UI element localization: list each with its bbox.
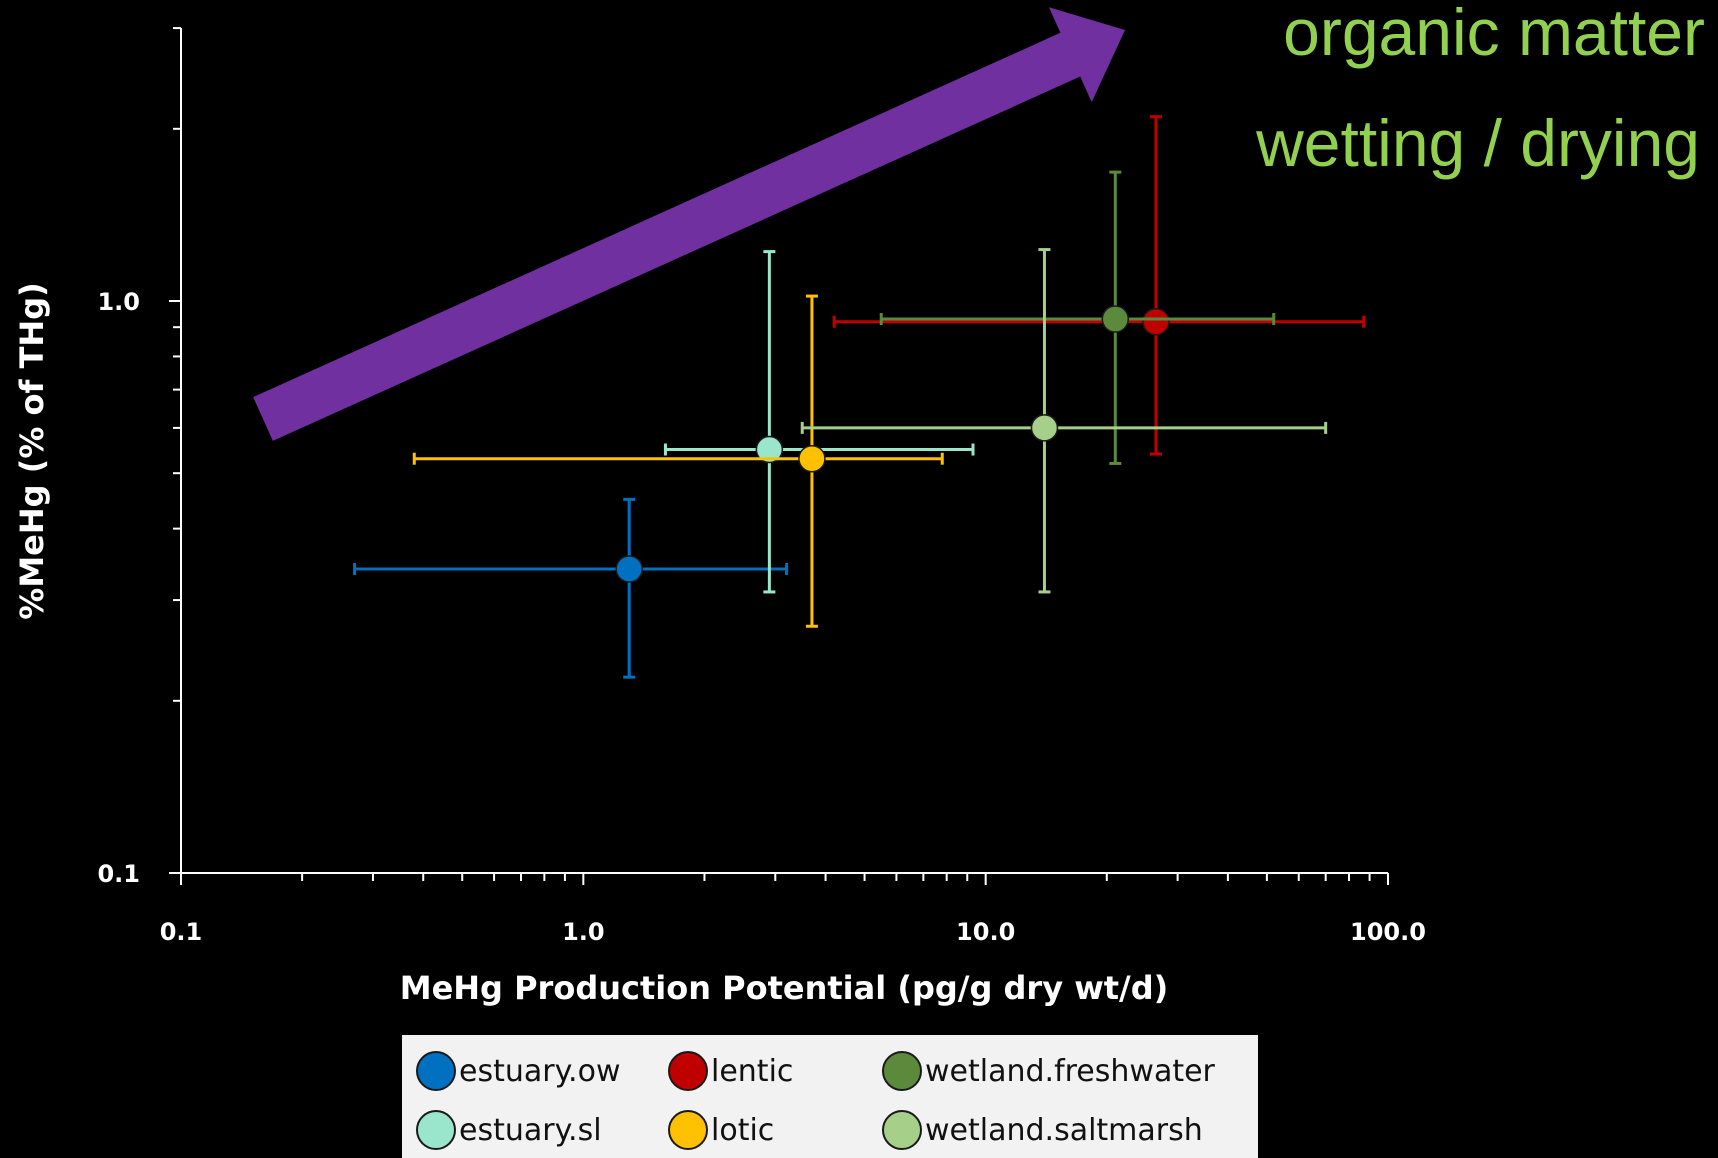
legend-marker xyxy=(668,1051,708,1091)
x-tick-label: 10.0 xyxy=(956,918,1015,946)
trend-arrow xyxy=(253,7,1125,441)
legend-label: estuary.ow xyxy=(459,1054,620,1089)
legend-marker xyxy=(668,1110,708,1150)
legend-item-lotic: lotic xyxy=(668,1110,774,1150)
series-lentic xyxy=(832,115,1366,456)
trend-arrow-shape xyxy=(253,7,1125,441)
legend-box xyxy=(402,1035,1258,1158)
legend-item-wetland-freshwater: wetland.freshwater xyxy=(882,1051,1216,1091)
legend-item-wetland-saltmarsh: wetland.saltmarsh xyxy=(882,1110,1203,1150)
series-lotic xyxy=(412,294,944,628)
data-point xyxy=(1030,414,1059,442)
data-point xyxy=(1142,307,1170,336)
data-point xyxy=(1101,305,1130,333)
data-point xyxy=(755,435,784,464)
data-point xyxy=(615,555,643,583)
data-point xyxy=(798,444,826,473)
x-tick-label: 1.0 xyxy=(562,918,605,946)
series-estuary-ow xyxy=(353,497,789,679)
x-tick-label: 100.0 xyxy=(1350,918,1426,946)
legend-marker xyxy=(882,1051,922,1091)
legend-label: estuary.sl xyxy=(459,1113,602,1148)
annotation-organic-matter: organic matter xyxy=(1283,0,1705,69)
series-estuary-sl xyxy=(663,250,975,594)
y-axis-title: %MeHg (% of THg) xyxy=(13,282,51,619)
annotation-wetting-drying: wetting / drying xyxy=(1255,106,1700,180)
legend-label: wetland.freshwater xyxy=(925,1054,1216,1089)
x-tick-label: 0.1 xyxy=(160,918,203,946)
data-series xyxy=(353,115,1366,679)
legend-label: lentic xyxy=(711,1054,793,1089)
legend: estuary.ow lentic wetland.freshwater estuar… xyxy=(402,1035,1258,1158)
series-wetland-saltmarsh xyxy=(800,248,1328,594)
x-axis-title: MeHg Production Potential (pg/g dry wt/d… xyxy=(400,969,1169,1007)
legend-marker xyxy=(416,1110,456,1150)
legend-label: wetland.saltmarsh xyxy=(925,1113,1203,1148)
axis-titles: MeHg Production Potential (pg/g dry wt/d… xyxy=(13,282,1168,1007)
series-wetland-freshwater xyxy=(879,170,1276,465)
y-tick-label: 1.0 xyxy=(97,288,140,316)
axes: 0.1 1.0 10.0 100.0 0.1 1.0 xyxy=(97,27,1426,946)
legend-marker xyxy=(416,1051,456,1091)
y-tick-label: 0.1 xyxy=(97,860,140,888)
legend-marker xyxy=(882,1110,922,1150)
legend-item-estuary-sl: estuary.sl xyxy=(416,1110,602,1150)
legend-label: lotic xyxy=(711,1113,774,1148)
legend-item-lentic: lentic xyxy=(668,1051,793,1091)
legend-item-estuary-ow: estuary.ow xyxy=(416,1051,620,1091)
annotations: organic matter wetting / drying xyxy=(1255,0,1705,180)
